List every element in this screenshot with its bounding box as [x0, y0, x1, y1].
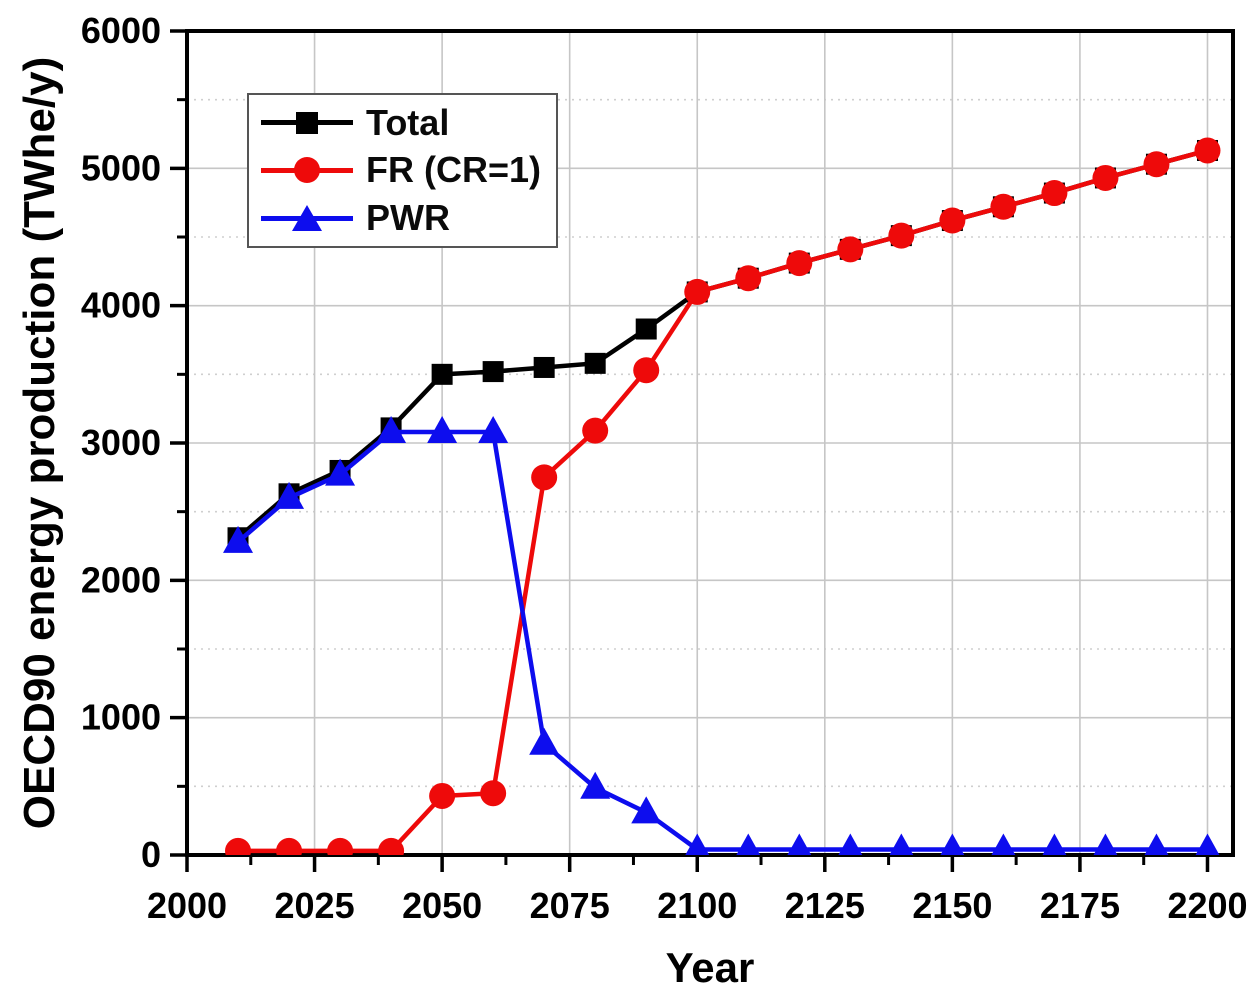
triangle-marker-icon [685, 833, 710, 855]
triangle-marker-icon [889, 833, 914, 855]
triangle-marker-icon [631, 796, 662, 824]
circle-marker-icon [327, 837, 354, 855]
circle-marker-icon [294, 157, 320, 184]
square-marker-icon [584, 352, 606, 374]
circle-marker-icon [1194, 137, 1221, 164]
legend-label: Total [366, 101, 450, 143]
legend-item-pwr: PWR [261, 196, 556, 240]
legend-label: PWR [366, 197, 450, 239]
legend-label: FR (CR=1) [366, 149, 542, 191]
triangle-marker-icon [325, 458, 356, 486]
series-pwr [223, 416, 1220, 855]
triangle-marker-icon [1093, 833, 1118, 855]
x-tick-label: 2000 [147, 885, 227, 926]
x-tick-label: 2075 [530, 885, 610, 926]
series-group [223, 137, 1221, 855]
triangle-marker-icon [223, 525, 254, 553]
circle-marker-icon [225, 837, 252, 855]
x-tick-label: 2050 [402, 885, 482, 926]
legend-item-total: Total [261, 101, 556, 145]
legend-sample [261, 154, 353, 186]
circle-marker-icon [531, 464, 558, 491]
circle-marker-icon [378, 837, 405, 855]
x-tick-label: 2125 [785, 885, 865, 926]
series-line [238, 148, 1209, 854]
y-tick-label: 3000 [81, 422, 161, 463]
triangle-marker-icon [1195, 833, 1220, 855]
triangle-marker-icon [580, 771, 611, 799]
circle-marker-icon [633, 357, 660, 384]
circle-marker-icon [837, 236, 864, 263]
x-tick-label: 2175 [1040, 885, 1120, 926]
y-tick-label: 1000 [81, 697, 161, 738]
circle-marker-icon [1143, 151, 1170, 178]
triangle-marker-icon [838, 833, 863, 855]
square-marker-icon [296, 111, 318, 134]
x-tick-label: 2025 [275, 885, 355, 926]
circle-marker-icon [1041, 180, 1068, 207]
triangle-marker-icon [991, 833, 1016, 855]
triangle-marker-icon [274, 481, 305, 509]
y-tick-label: 5000 [81, 147, 161, 188]
triangle-marker-icon [1144, 833, 1169, 855]
circle-marker-icon [735, 265, 762, 292]
triangle-marker-icon [292, 205, 322, 232]
circle-marker-icon [1092, 164, 1119, 191]
triangle-marker-icon [529, 727, 560, 755]
triangle-marker-icon [427, 416, 458, 444]
x-tick-label: 2100 [657, 885, 737, 926]
y-tick-label: 4000 [81, 285, 161, 326]
circle-marker-icon [429, 782, 456, 809]
triangle-marker-icon [736, 833, 761, 855]
square-marker-icon [635, 318, 657, 340]
legend-sample [261, 107, 353, 139]
square-marker-icon [431, 363, 453, 385]
circle-marker-icon [582, 417, 609, 444]
x-tick-label: 2200 [1167, 885, 1247, 926]
circle-marker-icon [480, 780, 507, 807]
circle-marker-icon [990, 193, 1017, 220]
legend-item-fr-cr-1: FR (CR=1) [261, 148, 556, 192]
square-marker-icon [482, 361, 504, 383]
circle-marker-icon [939, 207, 966, 234]
y-axis-title: OECD90 energy production (TWhe/y) [15, 56, 64, 830]
circle-marker-icon [888, 222, 915, 249]
triangle-marker-icon [478, 416, 509, 444]
series-fr-cr-1 [225, 137, 1221, 855]
triangle-marker-icon [787, 833, 812, 855]
legend-box: Total FR (CR=1) PWR [247, 93, 558, 248]
x-axis-title: Year [665, 944, 755, 991]
triangle-marker-icon [376, 416, 407, 444]
circle-marker-icon [684, 278, 711, 305]
plot-frame [185, 29, 1235, 857]
x-tick-label: 2150 [912, 885, 992, 926]
triangle-marker-icon [1042, 833, 1067, 855]
triangle-marker-icon [940, 833, 965, 855]
square-marker-icon [533, 356, 555, 378]
y-tick-label: 0 [141, 834, 161, 875]
y-tick-label: 2000 [81, 559, 161, 600]
circle-marker-icon [276, 837, 303, 855]
circle-marker-icon [786, 250, 813, 277]
y-tick-label: 6000 [81, 10, 161, 51]
tick-labels: 0 1000 2000 3000 4000 5000 6000 2000 2025 2050 207… [81, 10, 1248, 926]
legend-sample [261, 202, 353, 234]
